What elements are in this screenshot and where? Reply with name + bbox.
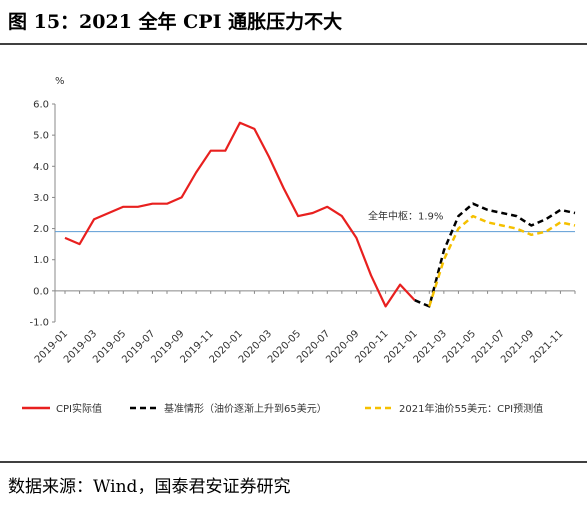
y-tick-label: 2.0: [33, 224, 49, 235]
source: 数据来源：Wind，国泰君安证券研究: [8, 477, 290, 497]
reference-label: 全年中枢：1.9%: [368, 210, 443, 223]
y-tick-label: 3.0: [33, 193, 49, 204]
chart-title: 图 15：2021 全年 CPI 通胀压力不大: [8, 10, 342, 33]
series-line: [64, 121, 416, 308]
y-tick-label: 0.0: [33, 286, 49, 297]
y-tick-label: -1.0: [29, 318, 49, 329]
y-tick-label: 5.0: [33, 131, 49, 142]
y-unit: %: [55, 76, 65, 87]
y-tick-label: 4.0: [33, 162, 49, 173]
series-line: [428, 214, 576, 307]
legend-label: CPI实际值: [56, 402, 102, 415]
y-tick-label: 1.0: [33, 255, 49, 266]
series-line: [414, 202, 576, 308]
legend-label: 2021年油价55美元：CPI预测值: [399, 402, 543, 415]
legend-label: 基准情形（油价逐渐上升到65美元）: [164, 402, 327, 415]
y-tick-label: 6.0: [33, 100, 49, 111]
